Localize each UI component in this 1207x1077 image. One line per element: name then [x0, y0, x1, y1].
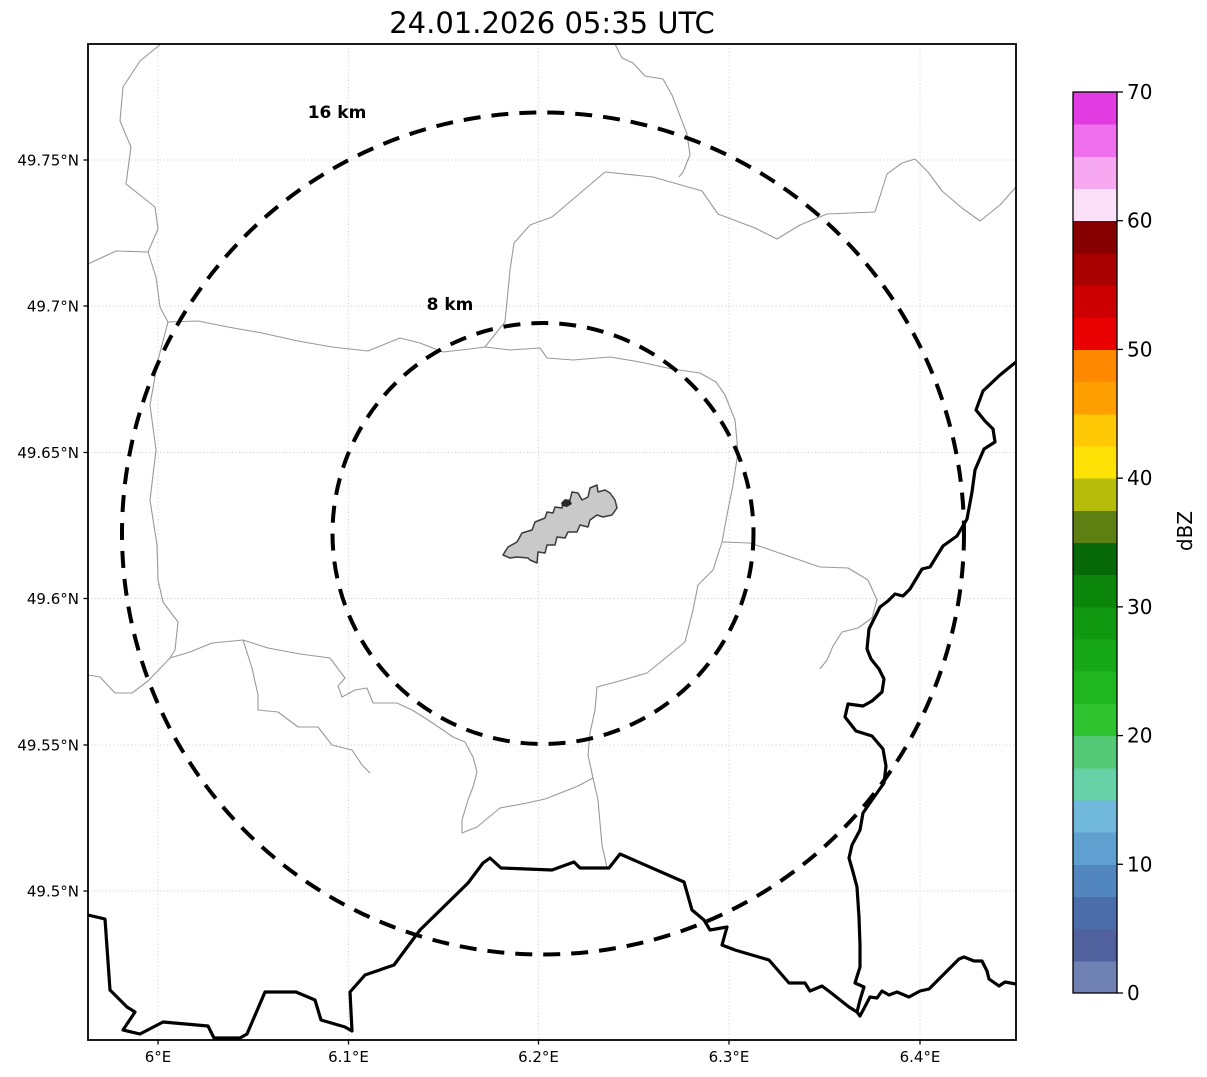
colorbar-segment	[1073, 220, 1117, 254]
x-tick-label: 6.2°E	[518, 1048, 559, 1066]
colorbar-segment	[1073, 832, 1117, 865]
colorbar-segment	[1073, 671, 1117, 704]
colorbar-segment	[1073, 542, 1117, 576]
y-tick-label: 49.5°N	[27, 883, 79, 901]
axes-frame	[87, 43, 1017, 1041]
colorbar-segment	[1073, 510, 1117, 543]
colorbar-segment	[1073, 478, 1117, 511]
admin-boundary-line	[242, 639, 371, 774]
colorbar-segment	[1073, 896, 1117, 930]
range-ring-8km	[330, 321, 756, 746]
range-ring-16km	[120, 110, 966, 957]
colorbar-segment	[1073, 285, 1117, 318]
colorbar-segment	[1073, 349, 1117, 383]
admin-boundaries-layer	[88, 44, 1016, 869]
colorbar-segment	[1073, 413, 1117, 447]
admin-boundary-line	[88, 250, 149, 265]
map-area: 8 km 16 km	[88, 44, 1016, 1040]
colorbar-tick-label: 20	[1127, 724, 1152, 748]
x-tick-label: 6.1°E	[328, 1048, 369, 1066]
country-border-layer	[88, 360, 1016, 1040]
colorbar-tick-label: 60	[1127, 209, 1152, 233]
admin-boundary-line	[88, 639, 594, 834]
colorbar-segment	[1073, 188, 1117, 222]
colorbar: 0 10 20 30 40 50 60 70	[1072, 80, 1152, 1005]
colorbar-tick-label: 50	[1127, 337, 1152, 361]
colorbar-tick-label: 10	[1127, 852, 1152, 876]
y-axis: 49.75°N 49.7°N 49.65°N 49.6°N 49.55°N 49.5°N	[17, 152, 88, 901]
colorbar-segment	[1073, 381, 1117, 415]
colorbar-segment	[1073, 252, 1117, 286]
colorbar-segment	[1073, 864, 1117, 897]
colorbar-tick-label: 40	[1127, 466, 1152, 490]
y-tick-label: 49.65°N	[17, 444, 79, 462]
city-center-spot	[561, 499, 572, 507]
admin-boundary-line	[167, 320, 486, 353]
x-tick-label: 6°E	[145, 1048, 172, 1066]
range-rings-layer: 8 km 16 km	[120, 103, 966, 957]
colorbar-segment	[1073, 767, 1117, 801]
grid-layer	[88, 44, 1016, 1040]
city-area-polygon	[502, 484, 618, 564]
colorbar-segment	[1073, 799, 1117, 833]
colorbar-tick-label: 30	[1127, 595, 1152, 619]
colorbar-segment	[1073, 928, 1117, 962]
admin-boundary-line	[484, 216, 553, 348]
admin-boundary-line	[149, 321, 179, 659]
colorbar-segment	[1073, 735, 1117, 769]
admin-boundary-line	[614, 44, 691, 178]
y-tick-label: 49.75°N	[17, 152, 79, 170]
admin-boundary-line	[721, 541, 878, 670]
y-tick-label: 49.55°N	[17, 737, 79, 755]
colorbar-segment	[1073, 703, 1117, 737]
colorbar-outline	[1072, 91, 1118, 994]
range-ring-label: 16 km	[308, 103, 367, 123]
colorbar-segment	[1073, 574, 1117, 608]
colorbar-segment	[1073, 960, 1117, 994]
admin-boundary-line	[119, 44, 169, 323]
admin-boundary-line	[484, 346, 739, 869]
colorbar-tick-label: 0	[1127, 981, 1140, 1005]
colorbar-tick-label: 70	[1127, 80, 1152, 104]
colorbar-segment	[1073, 92, 1117, 125]
colorbar-unit-label: dBZ	[1173, 511, 1197, 551]
admin-boundary-line	[551, 158, 1016, 240]
y-tick-label: 49.7°N	[27, 298, 79, 316]
x-tick-label: 6.3°E	[709, 1048, 750, 1066]
colorbar-segment	[1073, 317, 1117, 350]
plot-title: 24.01.2026 05:35 UTC	[389, 6, 715, 40]
colorbar-segment	[1073, 445, 1117, 479]
colorbar-segment	[1073, 606, 1117, 640]
range-ring-label: 8 km	[427, 295, 474, 315]
city-boundary-polygon	[502, 484, 618, 564]
colorbar-segment	[1073, 639, 1117, 672]
country-border-line	[843, 360, 1016, 1014]
colorbar-segment	[1073, 156, 1117, 190]
colorbar-segment	[1073, 124, 1117, 157]
x-tick-label: 6.4°E	[900, 1048, 941, 1066]
x-axis: 6°E 6.1°E 6.2°E 6.3°E 6.4°E	[145, 1040, 941, 1066]
y-tick-label: 49.6°N	[27, 590, 79, 608]
country-border-line	[88, 852, 1016, 1040]
